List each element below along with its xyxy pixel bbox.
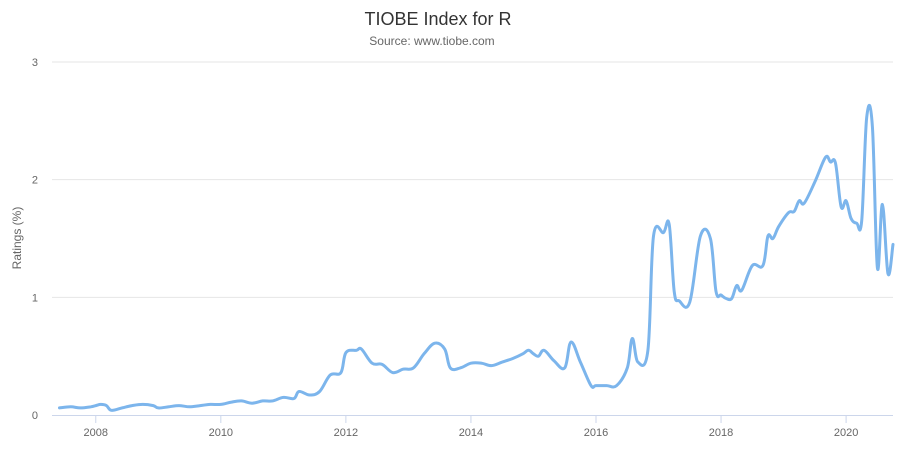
axes: 0 1 2 3 2008 2010 2012 2014 2016 2018 2020	[32, 57, 893, 439]
x-tick-label: 2014	[459, 427, 483, 439]
series-layer	[58, 104, 895, 412]
chart-title: TIOBE Index for R	[364, 9, 511, 29]
grid-lines	[52, 61, 893, 298]
x-tick-label: 2018	[709, 427, 733, 439]
x-tick-label: 2020	[834, 427, 858, 439]
chart-subtitle: Source: www.tiobe.com	[369, 34, 494, 48]
y-tick-label: 1	[32, 292, 38, 304]
y-tick-label: 0	[32, 410, 38, 422]
y-tick-label: 2	[32, 175, 38, 187]
x-tick-label: 2016	[584, 427, 608, 439]
series-line-0	[58, 104, 895, 412]
x-tick-label: 2008	[84, 427, 108, 439]
x-tick-label: 2010	[209, 427, 233, 439]
y-tick-label: 3	[32, 57, 38, 69]
y-axis-title: Ratings (%)	[10, 207, 24, 270]
x-tick-label: 2012	[334, 427, 358, 439]
